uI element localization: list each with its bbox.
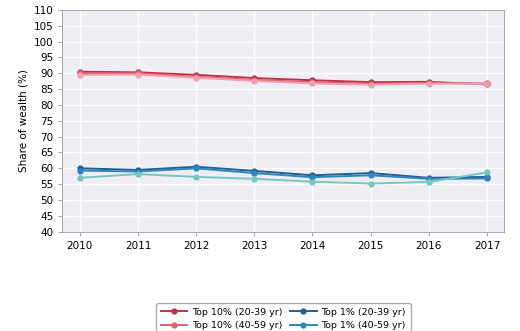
Top 10% (40-59 yr)	[135, 71, 141, 75]
Top 1% (20-39 yr)	[77, 166, 83, 170]
Top 10% (60+ yr)	[484, 82, 490, 86]
Top 10% (40-59 yr)	[309, 80, 316, 84]
Top 10% (60+ yr)	[193, 76, 199, 80]
Top 10% (60+ yr)	[426, 82, 432, 86]
Top 1% (40-59 yr)	[135, 172, 141, 176]
Top 1% (20-39 yr)	[426, 176, 432, 180]
Line: Top 10% (20-39 yr): Top 10% (20-39 yr)	[77, 69, 489, 87]
Top 10% (40-59 yr)	[77, 71, 83, 75]
Top 10% (20-39 yr)	[368, 80, 374, 84]
Top 10% (40-59 yr)	[426, 81, 432, 85]
Top 10% (60+ yr)	[135, 72, 141, 76]
Top 1% (40-59 yr)	[251, 177, 257, 181]
Top 1% (20-39 yr)	[135, 168, 141, 172]
Line: Top 10% (40-59 yr): Top 10% (40-59 yr)	[77, 71, 489, 86]
Line: Top 1% (40-59 yr): Top 1% (40-59 yr)	[77, 170, 489, 186]
Top 1% (40-59 yr)	[309, 180, 316, 184]
Top 1% (40-59 yr)	[426, 177, 432, 181]
Top 1% (20-39 yr)	[309, 173, 316, 177]
Line: Top 1% (20-39 yr): Top 1% (20-39 yr)	[77, 164, 489, 180]
Top 1% (20-39 yr)	[484, 175, 490, 179]
Top 10% (60+ yr)	[77, 73, 83, 77]
Line: Top 10% (60+ yr): Top 10% (60+ yr)	[77, 72, 489, 87]
Top 10% (40-59 yr)	[484, 81, 490, 85]
Top 1% (40-59 yr)	[426, 180, 432, 184]
Top 10% (20-39 yr)	[484, 82, 490, 86]
Top 1% (40-59 yr)	[77, 176, 83, 180]
Top 1% (20-39 yr)	[193, 165, 199, 169]
Top 1% (40-59 yr)	[484, 176, 490, 180]
Top 10% (20-39 yr)	[135, 71, 141, 74]
Top 10% (60+ yr)	[251, 79, 257, 83]
Top 10% (40-59 yr)	[368, 82, 374, 86]
Top 10% (40-59 yr)	[193, 75, 199, 79]
Top 10% (20-39 yr)	[251, 76, 257, 80]
Top 1% (40-59 yr)	[309, 175, 316, 179]
Top 10% (60+ yr)	[309, 81, 316, 85]
Top 1% (40-59 yr)	[368, 182, 374, 186]
Legend: Top 10% (20-39 yr), Top 10% (40-59 yr), Top 10% (60+ yr), Top 1% (20-39 yr), Top: Top 10% (20-39 yr), Top 10% (40-59 yr), …	[156, 303, 411, 331]
Top 10% (20-39 yr)	[426, 80, 432, 84]
Top 1% (40-59 yr)	[251, 171, 257, 175]
Top 10% (60+ yr)	[368, 83, 374, 87]
Y-axis label: Share of wealth (%): Share of wealth (%)	[18, 70, 28, 172]
Top 1% (20-39 yr)	[368, 171, 374, 175]
Top 1% (40-59 yr)	[193, 166, 199, 170]
Top 1% (40-59 yr)	[193, 175, 199, 179]
Top 1% (40-59 yr)	[77, 168, 83, 172]
Top 1% (40-59 yr)	[484, 170, 490, 174]
Line: Top 1% (40-59 yr): Top 1% (40-59 yr)	[77, 166, 489, 181]
Top 10% (20-39 yr)	[309, 78, 316, 82]
Top 1% (40-59 yr)	[368, 173, 374, 177]
Top 1% (40-59 yr)	[135, 169, 141, 173]
Top 10% (20-39 yr)	[193, 73, 199, 77]
Top 10% (20-39 yr)	[77, 70, 83, 74]
Top 1% (20-39 yr)	[251, 169, 257, 173]
Top 10% (40-59 yr)	[251, 78, 257, 82]
